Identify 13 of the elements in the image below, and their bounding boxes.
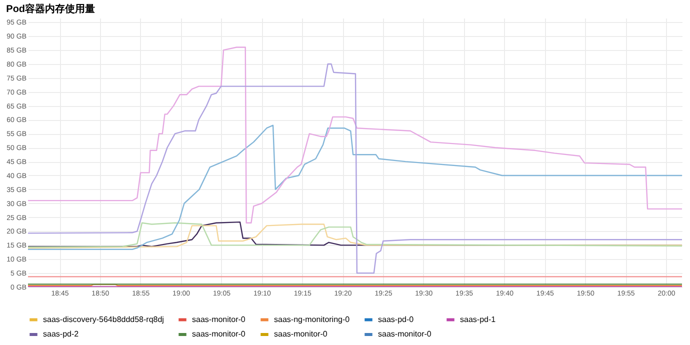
legend-label: saas-pd-0	[378, 314, 414, 324]
legend-label: saas-monitor-0	[192, 314, 246, 324]
legend-label: saas-discovery-564b8ddd58-rq8dj	[43, 314, 164, 324]
legend-label: saas-ng-monitoring-0	[274, 314, 350, 324]
chart-title: Pod容器内存使用量	[6, 3, 96, 15]
legend-label: saas-pd-2	[43, 330, 80, 338]
line-series	[28, 46, 682, 224]
line-series	[28, 63, 682, 274]
legend-label: saas-monitor-0	[192, 330, 246, 338]
legend-label: saas-monitor-0	[274, 330, 328, 338]
line-series	[28, 124, 682, 250]
legend-label: saas-pd-1	[460, 314, 496, 324]
legend-label: saas-monitor-0	[378, 330, 432, 338]
